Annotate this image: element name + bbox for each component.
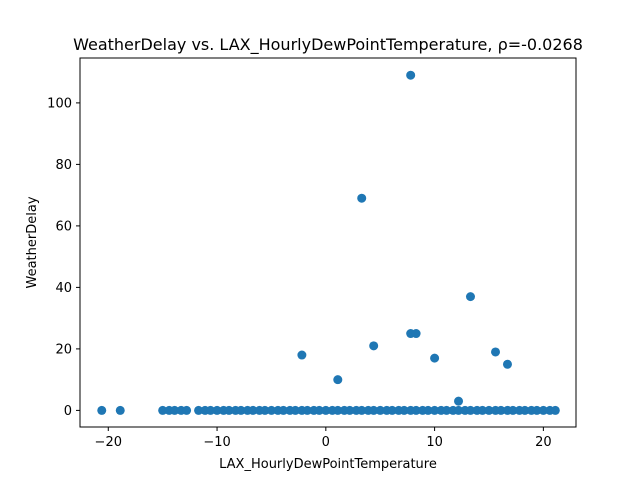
data-point bbox=[411, 405, 421, 415]
data-point bbox=[212, 405, 222, 415]
data-point bbox=[484, 405, 494, 415]
data-point bbox=[260, 405, 270, 415]
data-point bbox=[345, 405, 355, 415]
y-tick-label: 100 bbox=[47, 96, 72, 111]
data-point bbox=[508, 405, 518, 415]
x-tick-label: 0 bbox=[322, 435, 330, 450]
y-tick-label: 80 bbox=[55, 158, 72, 173]
y-tick-label: 60 bbox=[55, 219, 72, 234]
data-point bbox=[550, 405, 560, 415]
data-point bbox=[454, 396, 464, 406]
plot-frame bbox=[79, 57, 577, 428]
data-point bbox=[496, 405, 506, 415]
data-point bbox=[532, 405, 542, 415]
data-point bbox=[333, 375, 343, 385]
y-tick-label: 20 bbox=[55, 342, 72, 357]
data-point bbox=[430, 353, 440, 363]
data-point bbox=[454, 405, 464, 415]
x-tick-label: −10 bbox=[203, 435, 230, 450]
data-point bbox=[115, 405, 125, 415]
data-point bbox=[248, 405, 258, 415]
data-point bbox=[182, 405, 192, 415]
y-tick-label: 40 bbox=[55, 281, 72, 296]
data-point bbox=[465, 405, 475, 415]
data-point bbox=[97, 405, 107, 415]
data-point bbox=[387, 405, 397, 415]
data-point bbox=[502, 359, 512, 369]
points-group bbox=[97, 70, 560, 415]
data-point bbox=[158, 405, 168, 415]
data-point bbox=[357, 405, 367, 415]
data-point bbox=[477, 405, 487, 415]
chart-title: WeatherDelay vs. LAX_HourlyDewPointTempe… bbox=[73, 35, 583, 55]
data-point bbox=[266, 405, 276, 415]
data-point bbox=[369, 341, 379, 351]
y-axis-label: WeatherDelay bbox=[25, 196, 40, 288]
data-point bbox=[491, 347, 501, 357]
data-point bbox=[314, 405, 324, 415]
data-point bbox=[538, 405, 548, 415]
data-point bbox=[442, 405, 452, 415]
data-point bbox=[224, 405, 234, 415]
data-point bbox=[278, 405, 288, 415]
x-tick-label: 20 bbox=[535, 435, 552, 450]
data-point bbox=[236, 405, 246, 415]
data-point bbox=[399, 405, 409, 415]
data-point bbox=[357, 193, 367, 203]
y-tick-label: 0 bbox=[64, 404, 72, 419]
data-point bbox=[406, 70, 416, 80]
data-point bbox=[375, 405, 385, 415]
data-point bbox=[369, 405, 379, 415]
data-point bbox=[423, 405, 433, 415]
x-axis-label: LAX_HourlyDewPointTemperature bbox=[219, 457, 437, 472]
data-point bbox=[290, 405, 300, 415]
data-point bbox=[206, 405, 216, 415]
x-tick-label: 10 bbox=[426, 435, 443, 450]
data-point bbox=[170, 405, 180, 415]
y-axis-ticks: 0 20 40 60 80 100 bbox=[47, 96, 80, 419]
data-point bbox=[430, 405, 440, 415]
data-point bbox=[520, 405, 530, 415]
data-point bbox=[333, 405, 343, 415]
data-point bbox=[321, 405, 331, 415]
data-point bbox=[194, 405, 204, 415]
data-point bbox=[465, 292, 475, 302]
x-axis-ticks: −20 −10 0 10 20 bbox=[95, 427, 552, 450]
data-point bbox=[302, 405, 312, 415]
data-point bbox=[411, 329, 421, 339]
x-tick-label: −20 bbox=[95, 435, 122, 450]
data-point bbox=[297, 350, 307, 360]
